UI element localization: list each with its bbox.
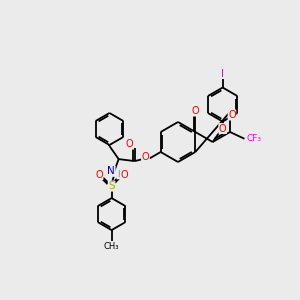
Text: S: S <box>108 181 115 191</box>
Text: I: I <box>221 68 224 79</box>
Text: O: O <box>219 124 226 134</box>
Text: CH₃: CH₃ <box>104 242 119 250</box>
Text: O: O <box>142 152 149 163</box>
Text: O: O <box>191 106 199 116</box>
Text: O: O <box>95 169 103 180</box>
Text: O: O <box>120 169 128 180</box>
Text: O: O <box>228 110 236 120</box>
Text: CF₃: CF₃ <box>247 134 262 143</box>
Text: H: H <box>117 170 124 179</box>
Text: O: O <box>126 139 134 149</box>
Text: N: N <box>107 166 115 176</box>
